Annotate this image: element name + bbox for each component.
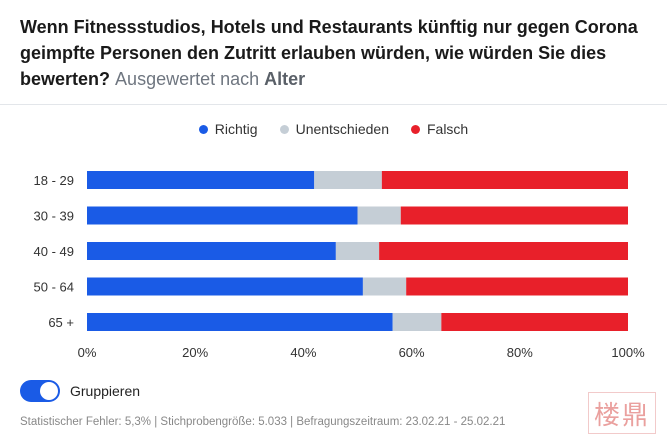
legend-label-unentschieden: Unentschieden xyxy=(295,121,389,137)
legend-swatch-falsch xyxy=(410,124,420,134)
stacked-bar-chart: 18 - 29 30 - 39 40 - 49 50 - 64 65 + 0% 20% 40%… xyxy=(34,171,645,360)
legend-swatch-unentschieden xyxy=(279,124,289,134)
bar-segment-falsch[interactable] xyxy=(400,206,628,225)
x-tick-label: 40% xyxy=(290,345,316,360)
x-tick-label: 100% xyxy=(611,345,645,360)
bar-segment-richtig[interactable] xyxy=(87,242,336,260)
legend-label-falsch: Falsch xyxy=(426,121,469,137)
survey-footer: Statistischer Fehler: 5,3% | Stichproben… xyxy=(20,416,506,428)
chart-title: Wenn Fitnessstudios, Hotels und Restaura… xyxy=(20,14,640,92)
subtitle-field: Alter xyxy=(264,69,306,89)
group-toggle-label: Gruppieren xyxy=(70,383,141,399)
title-text: Wenn Fitnessstudios, Hotels und Restaura… xyxy=(20,17,638,89)
x-tick-label: 80% xyxy=(507,345,533,360)
bar-segment-richtig[interactable] xyxy=(87,313,393,331)
x-tick-label: 60% xyxy=(399,345,425,360)
title-subtitle: Ausgewertet nach Alter xyxy=(115,69,305,89)
category-label: 30 - 39 xyxy=(34,209,74,224)
bar-segment-unentschieden[interactable] xyxy=(314,171,382,189)
bar-segment-richtig[interactable] xyxy=(87,277,363,296)
category-label: 50 - 64 xyxy=(34,280,74,295)
header-divider xyxy=(0,104,667,105)
bar-segment-falsch[interactable] xyxy=(441,313,628,331)
chart-legend: Richtig Unentschieden Falsch xyxy=(0,121,667,137)
bar-segment-falsch[interactable] xyxy=(381,171,628,189)
category-label: 65 + xyxy=(48,315,74,330)
legend-item-falsch[interactable]: Falsch xyxy=(410,121,469,137)
legend-item-unentschieden[interactable]: Unentschieden xyxy=(279,121,389,137)
bar-segment-falsch[interactable] xyxy=(406,277,628,296)
category-label: 40 - 49 xyxy=(34,244,74,259)
bar-segment-richtig[interactable] xyxy=(87,206,358,225)
legend-label-richtig: Richtig xyxy=(214,121,258,137)
x-tick-label: 0% xyxy=(78,345,97,360)
legend-item-richtig[interactable]: Richtig xyxy=(198,121,258,137)
bar-segment-unentschieden[interactable] xyxy=(357,206,401,225)
group-toggle[interactable] xyxy=(20,380,60,402)
bar-segment-unentschieden[interactable] xyxy=(362,277,407,296)
subtitle-prefix: Ausgewertet nach xyxy=(115,69,260,89)
watermark-seal: 楼鼎 xyxy=(588,392,656,434)
group-toggle-row: Gruppieren xyxy=(20,380,140,402)
bar-segment-richtig[interactable] xyxy=(87,171,315,189)
x-tick-label: 20% xyxy=(182,345,208,360)
bar-segment-unentschieden[interactable] xyxy=(392,313,442,331)
bar-segment-falsch[interactable] xyxy=(379,242,628,260)
toggle-knob xyxy=(40,382,58,400)
bar-segment-unentschieden[interactable] xyxy=(335,242,380,260)
category-label: 18 - 29 xyxy=(34,173,74,188)
legend-swatch-richtig xyxy=(198,124,208,134)
